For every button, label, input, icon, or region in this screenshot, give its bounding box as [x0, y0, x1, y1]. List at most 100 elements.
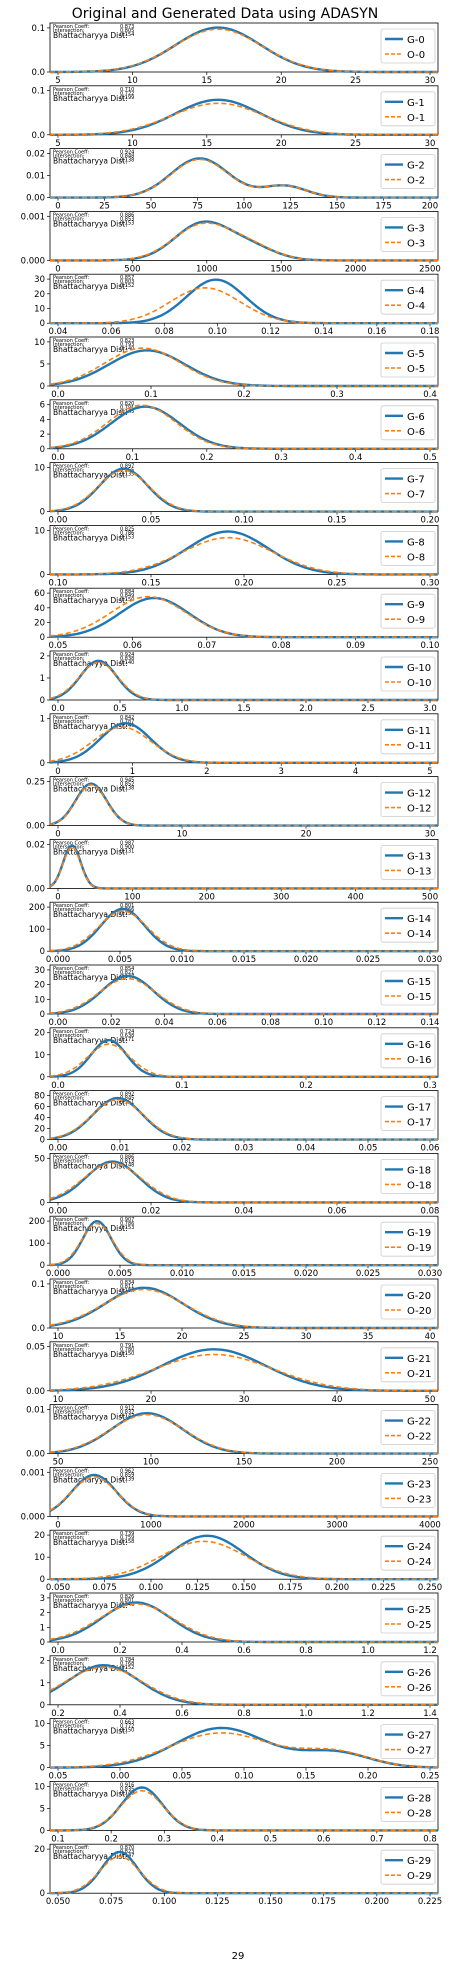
legend-label: O-13 — [407, 866, 431, 877]
stat-label: Pearson Coeff: — [53, 1468, 90, 1474]
stat-value: 0.138 — [120, 158, 134, 164]
x-tick-label: 1500 — [270, 264, 292, 274]
stat-label: Bhattacharyya Dist: — [53, 596, 128, 605]
stat-value: 0.772 — [120, 1724, 134, 1730]
stat-label: Pearson Coeff: — [53, 1154, 90, 1160]
stat-label: Intersection: — [53, 1724, 85, 1730]
y-tick-label: 10 — [34, 526, 45, 536]
plot-frame — [49, 1781, 439, 1831]
original-curve-O-25 — [49, 1603, 438, 1643]
x-tick-label: 0.12 — [367, 1018, 386, 1028]
y-tick-label: 200 — [29, 1217, 45, 1227]
x-tick-label: 0 — [55, 264, 60, 274]
x-tick-label: 0.00 — [49, 1206, 68, 1216]
x-tick-label: 0.010 — [170, 1269, 194, 1279]
subplot-13: 0 100 200 300 400 500 0.00 0.02 Pearson Coeff: 0.… — [26, 839, 439, 902]
legend-label: O-19 — [407, 1243, 431, 1254]
x-tick-label: 0.0 — [51, 453, 65, 463]
x-tick-label: 25 — [350, 139, 361, 149]
y-tick-label: 40 — [34, 604, 45, 614]
legend-label: O-15 — [407, 992, 431, 1003]
x-tick-label: 0.3 — [158, 1834, 172, 1844]
x-tick-label: 0.6 — [317, 1834, 331, 1844]
stat-value: 0.153 — [120, 220, 134, 226]
stat-label: Pearson Coeff: — [53, 87, 90, 93]
x-tick-label: 0.100 — [139, 1583, 163, 1593]
y-tick-label: 60 — [34, 589, 45, 599]
original-curve-O-14 — [49, 910, 438, 952]
stat-label: Pearson Coeff: — [53, 778, 90, 784]
legend-label: O-18 — [407, 1180, 431, 1191]
y-tick-label: 0.000 — [21, 256, 45, 266]
stat-label: Bhattacharyya Dist: — [53, 219, 128, 228]
stat-value: 0.786 — [120, 530, 134, 536]
y-tick-label: 0 — [40, 1010, 45, 1020]
subplot-21: 10 20 30 40 50 0.00 0.05 Pearson Coeff: 0.791 Int… — [26, 1341, 439, 1405]
x-tick-label: 0.15 — [142, 578, 161, 588]
legend-label: O-7 — [407, 490, 425, 501]
x-tick-label: 0.175 — [278, 1583, 302, 1593]
stat-value: 0.849 — [120, 593, 134, 599]
subplot-27: 0.05 0.00 0.05 0.10 0.15 0.20 0.25 0 5 10 Pearson … — [34, 1718, 439, 1782]
x-tick-label: 0.08 — [421, 1206, 440, 1216]
x-tick-label: 0.02 — [173, 1144, 192, 1154]
legend-label: G-7 — [407, 475, 425, 486]
original-curve-O-13 — [49, 846, 438, 890]
x-tick-label: 250 — [422, 1458, 438, 1468]
stat-label: Pearson Coeff: — [53, 1029, 90, 1035]
y-tick-label: 0.00 — [26, 1450, 45, 1460]
y-tick-label: 5 — [40, 1804, 45, 1814]
x-tick-label: 0.030 — [418, 1269, 442, 1279]
x-tick-label: 0.0 — [51, 1081, 65, 1091]
legend-label: O-6 — [407, 427, 425, 438]
y-tick-label: 100 — [29, 1239, 45, 1249]
stat-label: Bhattacharyya Dist: — [53, 973, 128, 982]
stat-label: Pearson Coeff: — [53, 24, 90, 30]
x-tick-label: 0.000 — [46, 955, 70, 965]
y-tick-label: 0.00 — [26, 884, 45, 894]
x-tick-label: 1.0 — [361, 1646, 375, 1656]
subplot-14: 0.000 0.005 0.010 0.015 0.020 0.025 0.030 0 100 2… — [29, 901, 442, 965]
x-tick-label: 150 — [236, 1458, 252, 1468]
x-tick-label: 15 — [201, 76, 212, 86]
x-tick-label: 0.8 — [237, 1709, 251, 1719]
stat-value: 0.823 — [120, 338, 134, 344]
x-tick-label: 1 — [130, 767, 135, 777]
x-tick-label: 20 — [301, 830, 312, 840]
stat-value: 0.886 — [120, 212, 134, 218]
stat-label: Bhattacharyya Dist: — [53, 345, 128, 354]
x-tick-label: 0.4 — [349, 453, 363, 463]
original-curve-O-1 — [49, 102, 438, 136]
original-curve-O-4 — [50, 286, 438, 324]
x-tick-label: 0.6 — [175, 1709, 189, 1719]
x-tick-label: 20 — [177, 1332, 188, 1342]
x-tick-label: 0.2 — [200, 453, 214, 463]
x-tick-label: 0.125 — [185, 1583, 209, 1593]
stat-label: Pearson Coeff: — [53, 526, 90, 532]
x-tick-label: 15 — [201, 139, 212, 149]
stat-value: 0.907 — [120, 1217, 134, 1223]
stat-value: 0.791 — [120, 1343, 134, 1349]
x-tick-label: 35 — [363, 1332, 374, 1342]
x-tick-label: 1.2 — [423, 1646, 437, 1656]
stat-value: 0.873 — [120, 24, 134, 30]
x-tick-label: 0.1 — [126, 453, 140, 463]
generated-curve-G-16 — [49, 1038, 438, 1078]
stat-value: 0.143 — [120, 1414, 134, 1420]
x-tick-label: 0.09 — [346, 641, 365, 651]
stat-label: Bhattacharyya Dist: — [53, 31, 128, 40]
stat-value: 0.811 — [120, 1284, 134, 1290]
stat-label: Pearson Coeff: — [53, 401, 90, 407]
x-tick-label: 0.08 — [155, 327, 174, 337]
plot-frame — [49, 1404, 439, 1454]
x-tick-label: 2.5 — [361, 704, 375, 714]
y-tick-label: 2 — [40, 652, 45, 662]
y-tick-label: 20 — [34, 1531, 45, 1541]
x-tick-label: 1.2 — [361, 1709, 375, 1719]
stat-label: Intersection: — [53, 1535, 85, 1541]
stat-value: 0.150 — [120, 597, 134, 603]
x-tick-label: 175 — [375, 202, 391, 212]
y-tick-label: 2 — [40, 1657, 45, 1667]
subplot-15: 0.00 0.02 0.04 0.06 0.08 0.10 0.12 0.14 0 10 20 30 P… — [34, 964, 439, 1028]
